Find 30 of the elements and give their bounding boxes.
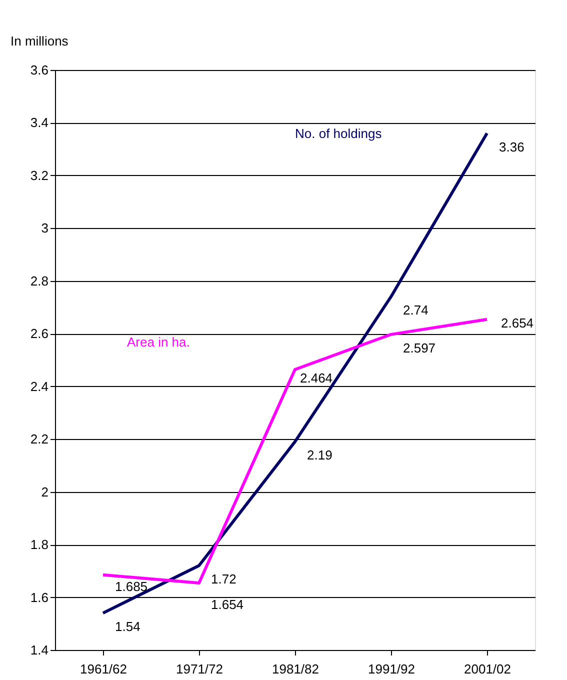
y-tick-label: 2 bbox=[41, 484, 48, 500]
data-label: 2.597 bbox=[403, 340, 436, 356]
data-label: 1.72 bbox=[211, 572, 236, 587]
x-tick-label: 1991/92 bbox=[368, 662, 415, 676]
y-tick-label: 2.8 bbox=[30, 273, 48, 288]
y-tick-label: 2.6 bbox=[30, 326, 48, 342]
y-tick-label: 3.6 bbox=[30, 62, 48, 78]
y-tick-label: 2.4 bbox=[30, 378, 48, 394]
data-label: 2.654 bbox=[501, 315, 534, 330]
data-label: 1.685 bbox=[115, 578, 148, 594]
y-tick-label: 3.4 bbox=[30, 115, 48, 130]
data-label: 2.464 bbox=[300, 370, 333, 386]
data-label: 2.19 bbox=[307, 448, 332, 463]
text: No. of holdings bbox=[295, 126, 382, 141]
x-tick-label: 1981/82 bbox=[272, 662, 319, 676]
data-label: 1.654 bbox=[211, 597, 244, 612]
data-label: 2.74 bbox=[403, 302, 428, 318]
text: Area in ha. bbox=[127, 334, 190, 350]
x-tick-label: 1971/72 bbox=[176, 662, 223, 676]
y-tick-label: 3.2 bbox=[30, 168, 48, 183]
data-label: 3.36 bbox=[499, 139, 524, 154]
y-tick-label: 2.2 bbox=[30, 432, 48, 447]
y-tick-label: 1.8 bbox=[30, 537, 48, 552]
y-tick-label: 1.4 bbox=[30, 642, 48, 658]
x-tick-label: 2001/02 bbox=[464, 662, 511, 676]
y-tick-label: 3 bbox=[41, 220, 48, 236]
y-axis-title: In millions bbox=[10, 34, 69, 48]
x-tick-label: 1961/62 bbox=[80, 662, 127, 676]
data-label: 1.54 bbox=[115, 619, 140, 634]
y-tick-label: 1.6 bbox=[30, 590, 48, 605]
